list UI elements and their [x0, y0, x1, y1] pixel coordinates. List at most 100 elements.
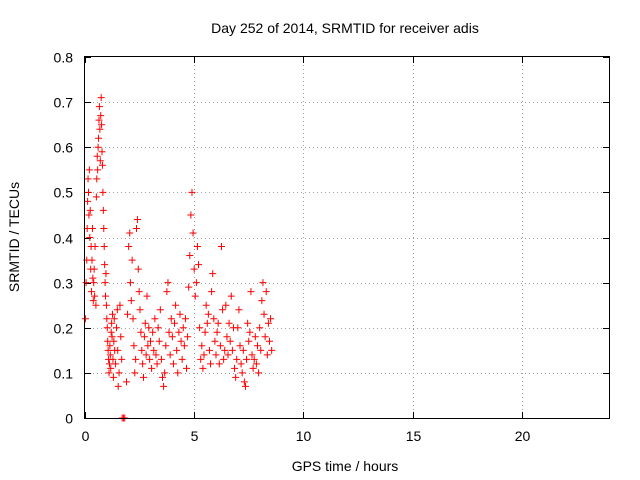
data-point — [82, 279, 90, 287]
data-point — [84, 197, 92, 205]
data-point — [237, 360, 245, 368]
data-point — [96, 157, 104, 165]
data-point — [216, 342, 224, 350]
data-point — [200, 351, 208, 359]
data-point — [188, 188, 196, 196]
data-point — [132, 355, 140, 363]
data-point — [81, 315, 89, 323]
data-point — [252, 360, 260, 368]
data-point — [185, 283, 193, 291]
data-point — [97, 112, 105, 120]
data-point — [98, 121, 106, 129]
data-point — [133, 224, 141, 232]
data-point — [235, 306, 243, 314]
data-point — [95, 103, 103, 111]
data-point — [183, 364, 191, 372]
data-point — [133, 215, 141, 223]
data-point — [89, 297, 97, 305]
data-point — [217, 243, 225, 251]
data-point — [94, 143, 102, 151]
data-point — [84, 188, 92, 196]
grid-lines — [85, 57, 609, 418]
data-point — [144, 342, 152, 350]
data-point — [251, 333, 259, 341]
data-point — [102, 270, 110, 278]
data-point — [107, 364, 115, 372]
data-point — [245, 337, 253, 345]
data-point — [157, 355, 165, 363]
x-tick-labels: 0 5 10 15 20 — [82, 428, 531, 444]
data-point — [210, 315, 218, 323]
data-point — [102, 301, 110, 309]
data-point — [96, 125, 104, 133]
data-point — [88, 224, 96, 232]
data-point — [227, 292, 235, 300]
data-point — [155, 337, 163, 345]
data-point — [195, 261, 203, 269]
data-point — [156, 306, 164, 314]
data-point — [263, 351, 271, 359]
y-tick-label: 0.8 — [54, 50, 74, 66]
data-point — [95, 116, 103, 124]
data-point — [129, 315, 137, 323]
data-point — [250, 355, 258, 363]
data-point — [199, 364, 207, 372]
data-point — [93, 152, 101, 160]
data-point — [106, 342, 114, 350]
data-point — [196, 324, 204, 332]
data-point — [179, 324, 187, 332]
y-tick-label: 0.7 — [54, 95, 74, 111]
data-point — [225, 319, 233, 327]
data-point — [214, 319, 222, 327]
data-point — [208, 288, 216, 296]
data-point — [265, 337, 273, 345]
data-point — [112, 360, 120, 368]
data-point — [226, 337, 234, 345]
data-point — [176, 310, 184, 318]
data-point — [98, 161, 106, 169]
data-point — [212, 351, 220, 359]
data-point — [134, 265, 142, 273]
data-point — [172, 301, 180, 309]
data-point — [166, 351, 174, 359]
data-point — [236, 342, 244, 350]
data-point — [92, 301, 100, 309]
data-point — [241, 382, 249, 390]
data-point — [249, 364, 257, 372]
data-point — [234, 324, 242, 332]
data-point — [169, 360, 177, 368]
data-point — [148, 364, 156, 372]
data-point — [94, 166, 102, 174]
data-point — [140, 333, 148, 341]
data-point — [173, 346, 181, 354]
data-point — [110, 337, 118, 345]
data-point — [198, 342, 206, 350]
data-point — [91, 243, 99, 251]
data-point — [127, 297, 135, 305]
data-point — [126, 229, 134, 237]
data-point — [146, 355, 154, 363]
data-point — [228, 346, 236, 354]
data-point — [95, 134, 103, 142]
data-point — [114, 346, 122, 354]
y-tick-label: 0.1 — [54, 366, 74, 382]
data-point — [205, 346, 213, 354]
data-point — [117, 333, 125, 341]
data-point — [190, 265, 198, 273]
data-point — [153, 360, 161, 368]
data-point — [84, 175, 92, 183]
data-point — [232, 373, 240, 381]
data-point — [152, 351, 160, 359]
data-point — [244, 319, 252, 327]
y-tick-label: 0.4 — [54, 231, 74, 247]
data-point — [141, 319, 149, 327]
data-point — [131, 369, 139, 377]
data-point — [178, 355, 186, 363]
data-point — [203, 319, 211, 327]
data-point — [138, 346, 146, 354]
data-point — [105, 369, 113, 377]
y-tick-label: 0.5 — [54, 185, 74, 201]
data-point — [88, 256, 96, 264]
data-point — [211, 337, 219, 345]
y-tick-label: 0 — [65, 411, 73, 427]
